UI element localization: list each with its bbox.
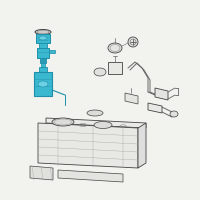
Polygon shape <box>34 72 52 96</box>
Ellipse shape <box>35 29 51 34</box>
Polygon shape <box>155 88 168 100</box>
Ellipse shape <box>108 43 122 53</box>
Ellipse shape <box>94 121 112 129</box>
Polygon shape <box>49 50 55 53</box>
Ellipse shape <box>94 68 106 76</box>
Polygon shape <box>38 123 138 168</box>
Ellipse shape <box>170 111 178 117</box>
Polygon shape <box>39 67 47 72</box>
Polygon shape <box>40 58 46 63</box>
Polygon shape <box>108 62 122 74</box>
Polygon shape <box>46 118 146 128</box>
Polygon shape <box>148 103 162 113</box>
Ellipse shape <box>128 37 138 47</box>
Polygon shape <box>36 34 50 43</box>
Polygon shape <box>58 170 123 182</box>
Polygon shape <box>41 63 45 67</box>
Polygon shape <box>125 93 138 104</box>
Polygon shape <box>138 123 146 168</box>
Polygon shape <box>39 43 47 48</box>
Ellipse shape <box>52 118 74 126</box>
Ellipse shape <box>38 81 48 87</box>
Polygon shape <box>30 166 53 180</box>
Ellipse shape <box>39 36 47 40</box>
Ellipse shape <box>87 110 103 116</box>
Polygon shape <box>37 48 49 58</box>
